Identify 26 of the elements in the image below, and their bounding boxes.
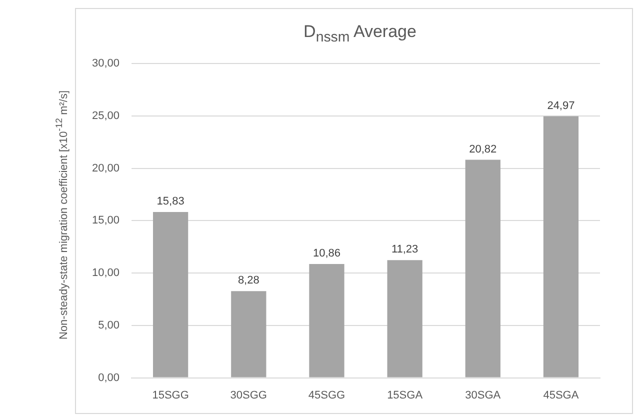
y-tick-label: 0,00 [98,372,120,384]
bar [153,212,188,378]
y-tick-label: 25,00 [92,110,120,122]
y-tick-label: 20,00 [92,162,120,174]
chart-title: D$_{nssm}$ Average [302,22,418,46]
x-tick-label: 45SGA [543,389,580,402]
x-tick-label: 45SGG [308,389,346,402]
y-tick-label: 5,00 [98,319,120,332]
x-tick-label: 30SGA [465,389,502,402]
y-tick-label: 15,00 [92,214,120,227]
data-label: 8,28 [238,274,260,287]
y-tick-label: 10,00 [92,267,120,280]
bar [231,291,266,378]
bar [309,264,344,378]
bar [387,260,422,378]
bar [543,116,579,378]
x-tick-label: 15SGG [152,389,189,402]
y-tick-label: 30,00 [92,58,120,70]
data-label: 11,23 [391,244,418,256]
data-label: 15,83 [156,196,184,208]
x-tick-label: 30SGG [230,389,267,402]
data-label: 20,82 [469,143,497,156]
data-label: 10,86 [312,248,340,260]
bar [465,160,500,378]
data-label: 24,97 [547,100,575,112]
x-tick-label: 15SGA [387,389,424,402]
